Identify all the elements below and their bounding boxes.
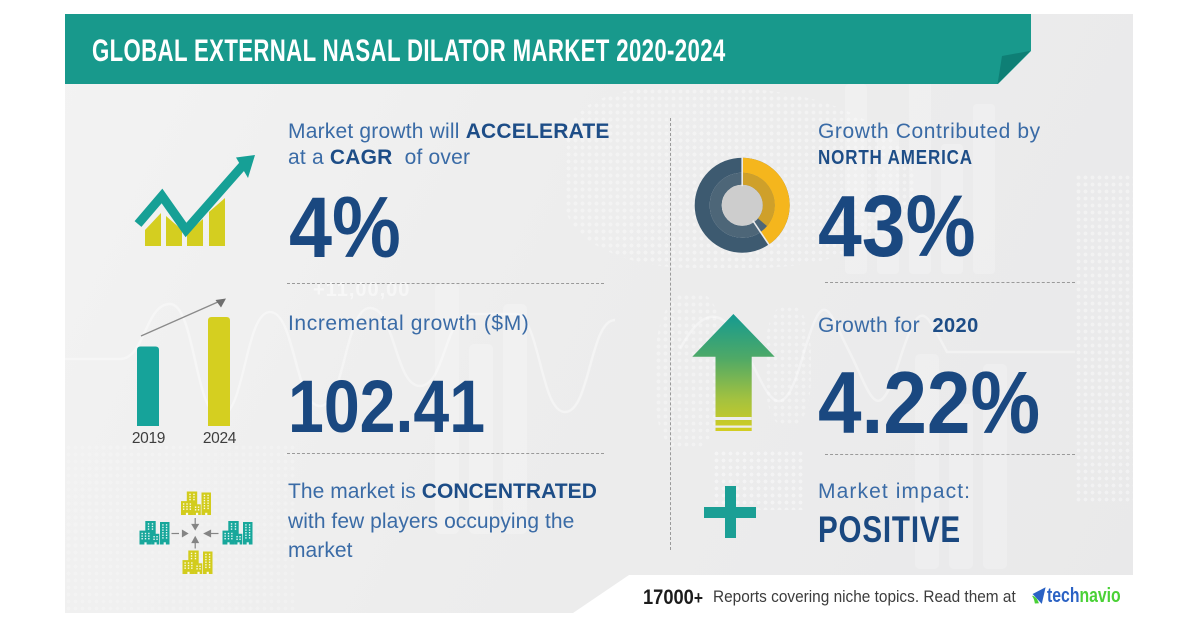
svg-text:+11,00,00: +11,00,00 [313, 279, 410, 301]
svg-text:2019: 2019 [132, 430, 165, 447]
svg-text:2024: 2024 [203, 430, 237, 447]
